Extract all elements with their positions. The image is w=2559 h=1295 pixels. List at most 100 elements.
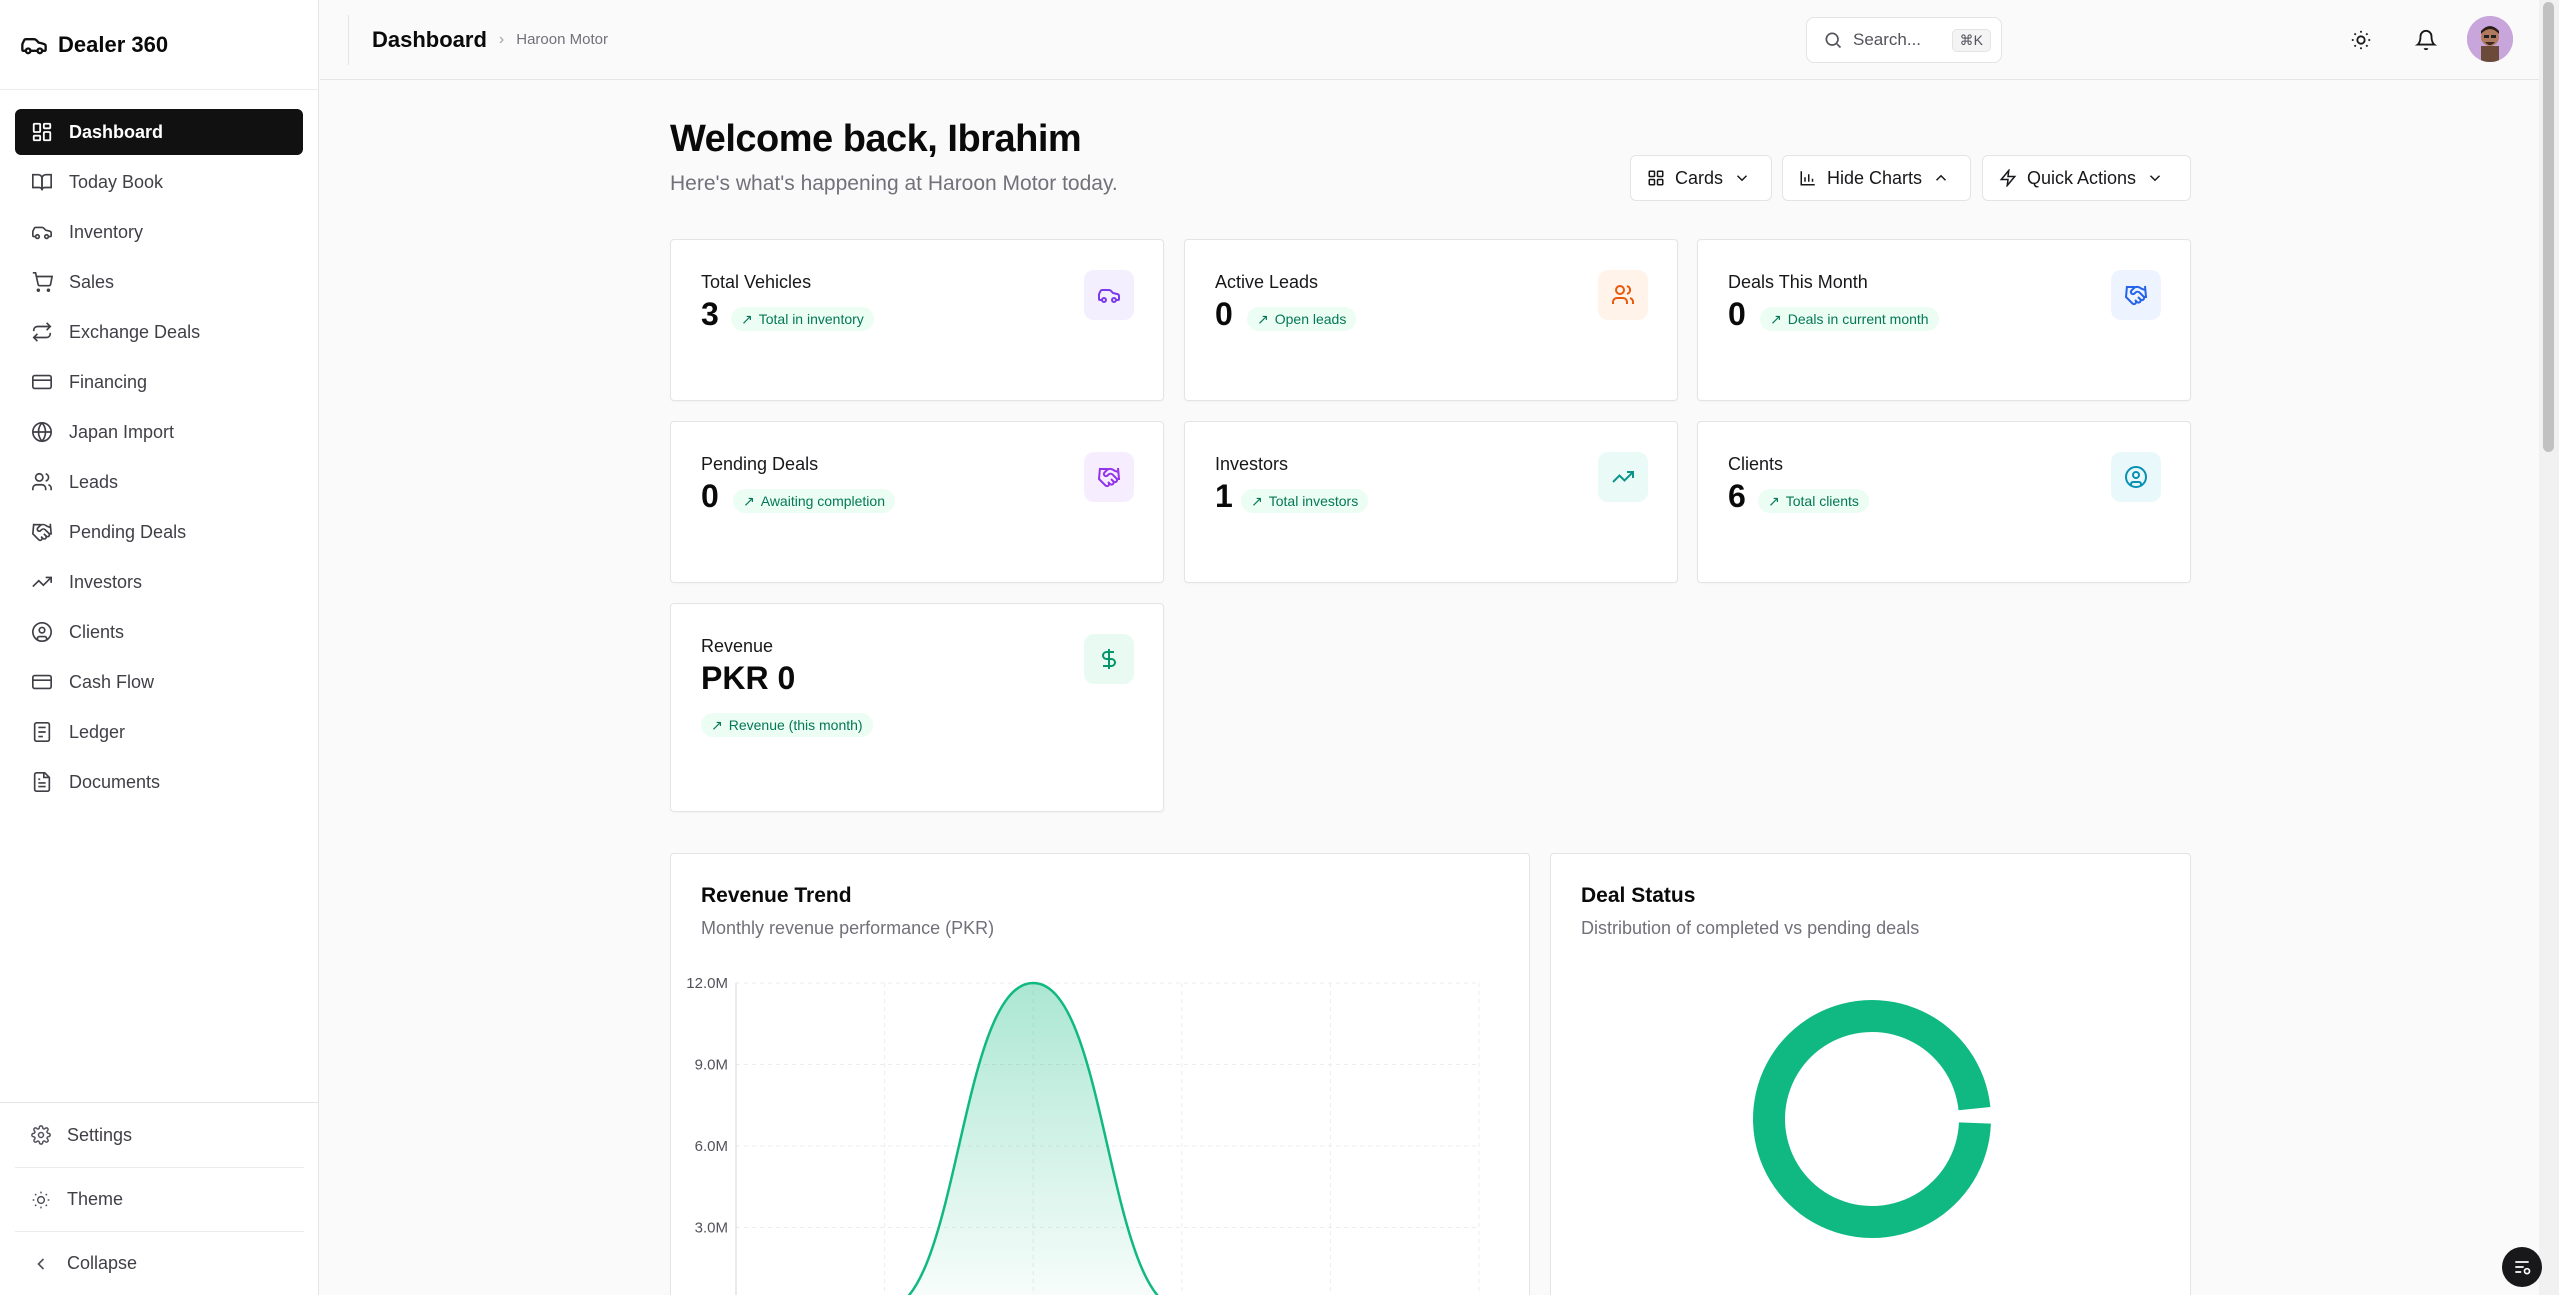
zap-icon <box>1999 169 2017 187</box>
y-tick-label: 9.0M <box>695 1057 728 1074</box>
file-text-icon <box>33 772 51 792</box>
list-icon <box>2515 1261 2531 1275</box>
sidebar-item-clients[interactable]: Clients <box>15 609 303 655</box>
chart-subtitle: Distribution of completed vs pending dea… <box>1581 918 1920 938</box>
sidebar-nav: Dashboard Today Book Inventory Sales Exc… <box>0 90 318 805</box>
breadcrumb[interactable]: Haroon Motor <box>516 31 608 48</box>
search-shortcut: ⌘K <box>1951 28 1991 52</box>
stat-card-deals-this-month[interactable]: Deals This Month 0 ↗ Deals in current mon… <box>1697 239 2191 401</box>
sidebar-item-label: Financing <box>69 371 148 392</box>
sidebar-item-leads[interactable]: Leads <box>15 459 303 505</box>
arrow-up-right-icon: ↗ <box>743 492 755 509</box>
chevron-right-icon: › <box>498 30 505 48</box>
handshake-icon <box>1097 467 1121 488</box>
sidebar-item-label: Leads <box>69 471 119 492</box>
sun-icon <box>2351 30 2371 50</box>
chevron-left-icon <box>37 1257 45 1270</box>
floating-action-button[interactable] <box>2502 1247 2542 1287</box>
chevron-up-icon <box>1936 174 1947 181</box>
hide-charts-label: Hide Charts <box>1827 167 1923 188</box>
stat-icon-box <box>1598 452 1648 502</box>
arrow-up-right-icon: ↗ <box>741 310 753 327</box>
welcome-heading: Welcome back, Ibrahim <box>670 118 1082 160</box>
sidebar-item-sales[interactable]: Sales <box>15 259 303 305</box>
sidebar-item-ledger[interactable]: Ledger <box>15 709 303 755</box>
chevron-down-icon <box>2150 175 2161 182</box>
sidebar-item-label: Pending Deals <box>69 521 187 542</box>
y-tick-label: 6.0M <box>695 1138 728 1155</box>
collapse-label: Collapse <box>67 1253 138 1273</box>
stat-icon-box <box>2111 270 2161 320</box>
scrollbar-thumb[interactable] <box>2543 2 2554 452</box>
sidebar-item-label: Exchange Deals <box>69 321 201 342</box>
hide-charts-button[interactable]: Hide Charts <box>1782 155 1971 201</box>
sidebar-item-exchange-deals[interactable]: Exchange Deals <box>15 309 303 355</box>
notifications-button[interactable] <box>2411 25 2441 55</box>
users-icon <box>1612 285 1635 304</box>
status-badge: ↗ Open leads <box>1247 307 1357 331</box>
sidebar-item-today-book[interactable]: Today Book <box>15 159 303 205</box>
receipt-icon <box>33 722 51 742</box>
theme-toggle-button[interactable] <box>2346 25 2376 55</box>
brand[interactable]: Dealer 360 <box>0 0 318 90</box>
arrow-up-right-icon: ↗ <box>1770 310 1782 327</box>
sidebar-item-dashboard[interactable]: Dashboard <box>15 109 303 155</box>
status-badge: ↗ Awaiting completion <box>733 489 895 513</box>
stat-card-pending-deals[interactable]: Pending Deals 0 ↗ Awaiting completion <box>670 421 1164 583</box>
stat-card-clients[interactable]: Clients 6 ↗ Total clients <box>1697 421 2191 583</box>
status-badge: ↗ Total in inventory <box>731 307 874 331</box>
cards-view-button[interactable]: Cards <box>1630 155 1772 201</box>
status-badge: ↗ Revenue (this month) <box>701 713 873 737</box>
grid-icon <box>1648 170 1664 186</box>
deal-status-card: Deal Status Distribution of completed vs… <box>1550 853 2191 1295</box>
arrow-up-right-icon: ↗ <box>1251 492 1263 509</box>
sidebar-item-label: Dashboard <box>69 121 164 142</box>
quick-actions-label: Quick Actions <box>2027 167 2137 188</box>
donut-slice-completed <box>1753 999 1991 1238</box>
y-tick-label: 3.0M <box>695 1220 728 1237</box>
app-name: Dealer 360 <box>58 31 169 57</box>
sidebar: Dealer 360 Dashboard Today Book Inventor… <box>0 0 319 1295</box>
collapse-button[interactable]: Collapse <box>15 1231 304 1295</box>
gear-icon <box>31 1125 51 1145</box>
chart-subtitle: Monthly revenue performance (PKR) <box>701 918 995 938</box>
sidebar-footer: Settings Theme Collapse <box>0 1102 319 1295</box>
chart-title: Revenue Trend <box>701 884 852 907</box>
sidebar-item-pending-deals[interactable]: Pending Deals <box>15 509 303 555</box>
stat-card-active-leads[interactable]: Active Leads 0 ↗ Open leads <box>1184 239 1678 401</box>
stat-card-investors[interactable]: Investors 1 ↗ Total investors <box>1184 421 1678 583</box>
trending-up-icon <box>1612 471 1634 483</box>
handshake-icon <box>31 523 53 542</box>
chart-title: Deal Status <box>1581 884 1696 907</box>
badge-label: Deals in current month <box>1787 311 1929 327</box>
stat-value: 0 <box>1215 296 1233 332</box>
sidebar-item-documents[interactable]: Documents <box>15 759 303 805</box>
stat-icon-box <box>2111 452 2161 502</box>
avatar-image <box>2467 16 2513 62</box>
sidebar-item-japan-import[interactable]: Japan Import <box>15 409 303 455</box>
sidebar-item-investors[interactable]: Investors <box>15 559 303 605</box>
sidebar-item-financing[interactable]: Financing <box>15 359 303 405</box>
stat-title: Investors <box>1215 454 1289 474</box>
cards-label: Cards <box>1675 167 1724 188</box>
sidebar-item-cash-flow[interactable]: Cash Flow <box>15 659 303 705</box>
revenue-area <box>908 983 1158 1295</box>
welcome-subtitle: Here's what's happening at Haroon Motor … <box>670 172 1118 195</box>
sidebar-item-inventory[interactable]: Inventory <box>15 209 303 255</box>
handshake-icon <box>2124 285 2148 306</box>
quick-actions-button[interactable]: Quick Actions <box>1982 155 2191 201</box>
stat-card-revenue[interactable]: Revenue PKR 0 ↗ Revenue (this month) <box>670 603 1164 812</box>
badge-label: Total clients <box>1785 493 1859 509</box>
car-icon <box>1098 289 1120 303</box>
user-circle-icon <box>2125 466 2147 488</box>
stat-card-total-vehicles[interactable]: Total Vehicles 3 ↗ Total in inventory <box>670 239 1164 401</box>
avatar[interactable] <box>2467 16 2513 62</box>
sidebar-item-label: Cash Flow <box>69 671 155 692</box>
search-input[interactable]: Search... ⌘K <box>1806 17 2002 63</box>
settings-link[interactable]: Settings <box>15 1103 304 1167</box>
theme-toggle[interactable]: Theme <box>15 1167 304 1231</box>
stat-title: Total Vehicles <box>701 272 812 292</box>
arrow-up-right-icon: ↗ <box>1257 310 1269 327</box>
status-badge: ↗ Total clients <box>1758 489 1869 513</box>
repeat-icon <box>32 322 52 342</box>
